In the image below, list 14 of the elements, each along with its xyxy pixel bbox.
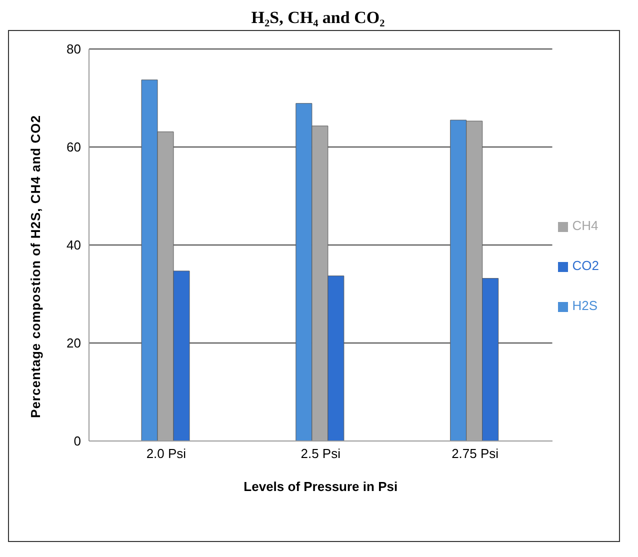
y-axis-title: Percentage compostion of H2S, CH4 and CO2 bbox=[28, 114, 43, 418]
y-tick-label: 20 bbox=[66, 336, 81, 351]
legend-label: CH4 bbox=[572, 218, 598, 233]
y-tick-label: 60 bbox=[66, 140, 81, 155]
x-tick-label: 2.5 Psi bbox=[300, 446, 341, 462]
x-tick-label: 2.0 Psi bbox=[146, 446, 186, 462]
chart-title: H₂S, CH₄ and CO₂ bbox=[250, 8, 386, 29]
y-tick-label: 40 bbox=[66, 238, 81, 253]
x-axis-title: Levels of Pressure in Psi bbox=[244, 479, 398, 494]
y-tick-label: 0 bbox=[74, 434, 81, 449]
x-tick-label: 2.75 Psi bbox=[452, 446, 499, 462]
legend-label: CO2 bbox=[572, 258, 599, 273]
legend-label: H2S bbox=[572, 298, 598, 313]
y-tick-label: 80 bbox=[66, 42, 81, 57]
